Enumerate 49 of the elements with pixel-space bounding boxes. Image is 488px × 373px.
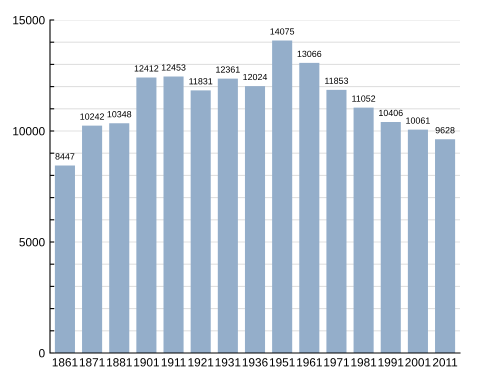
bar (435, 139, 456, 353)
y-tick-label: 15000 (13, 16, 45, 24)
bar (380, 122, 401, 353)
x-tick-label: 1991 (378, 358, 404, 367)
data-label: 10242 (80, 113, 104, 120)
data-label: 12024 (243, 74, 268, 80)
data-label: 12453 (162, 64, 186, 71)
data-label: 12412 (134, 65, 158, 72)
x-tick-label: 1861 (52, 358, 78, 367)
bar (136, 77, 156, 353)
x-tick-label: 1951 (270, 358, 295, 367)
data-label: 13066 (298, 50, 322, 58)
bar (299, 62, 320, 353)
data-label: 8447 (55, 153, 74, 160)
x-tick-label: 1931 (216, 358, 240, 367)
bar (408, 130, 428, 353)
bar (163, 76, 184, 353)
bar (244, 86, 266, 353)
data-label: 14075 (270, 28, 294, 35)
x-tick-label: 2001 (405, 358, 430, 367)
x-tick-label: 1971 (324, 358, 350, 367)
bar (272, 40, 292, 353)
x-tick-label: 1936 (242, 358, 268, 367)
y-tick-label: 10000 (13, 127, 45, 136)
bar (354, 108, 374, 353)
x-tick-label: 1981 (351, 358, 376, 367)
data-label: 11853 (325, 78, 348, 84)
x-tick-label: 1871 (80, 358, 105, 367)
bar (54, 165, 75, 353)
data-label: 11831 (189, 78, 212, 84)
data-label: 11052 (352, 95, 376, 102)
x-tick-label: 2011 (432, 358, 458, 367)
bar (326, 90, 347, 353)
x-tick-label: 1901 (134, 358, 159, 367)
bar (82, 126, 102, 353)
x-tick-label: 1881 (107, 358, 132, 367)
y-tick-label: 5000 (19, 238, 45, 246)
bar (190, 90, 211, 353)
bar (109, 123, 130, 353)
x-tick-label: 1921 (188, 358, 214, 367)
x-tick-label: 1911 (162, 358, 186, 367)
data-label: 10061 (406, 117, 430, 124)
y-tick-label: 0 (39, 349, 45, 358)
data-label: 9628 (436, 127, 455, 134)
bar (218, 78, 238, 353)
data-label: 10348 (108, 111, 132, 118)
x-tick-label: 1961 (297, 358, 322, 367)
data-label: 12361 (216, 66, 240, 73)
data-label: 10406 (379, 110, 403, 116)
